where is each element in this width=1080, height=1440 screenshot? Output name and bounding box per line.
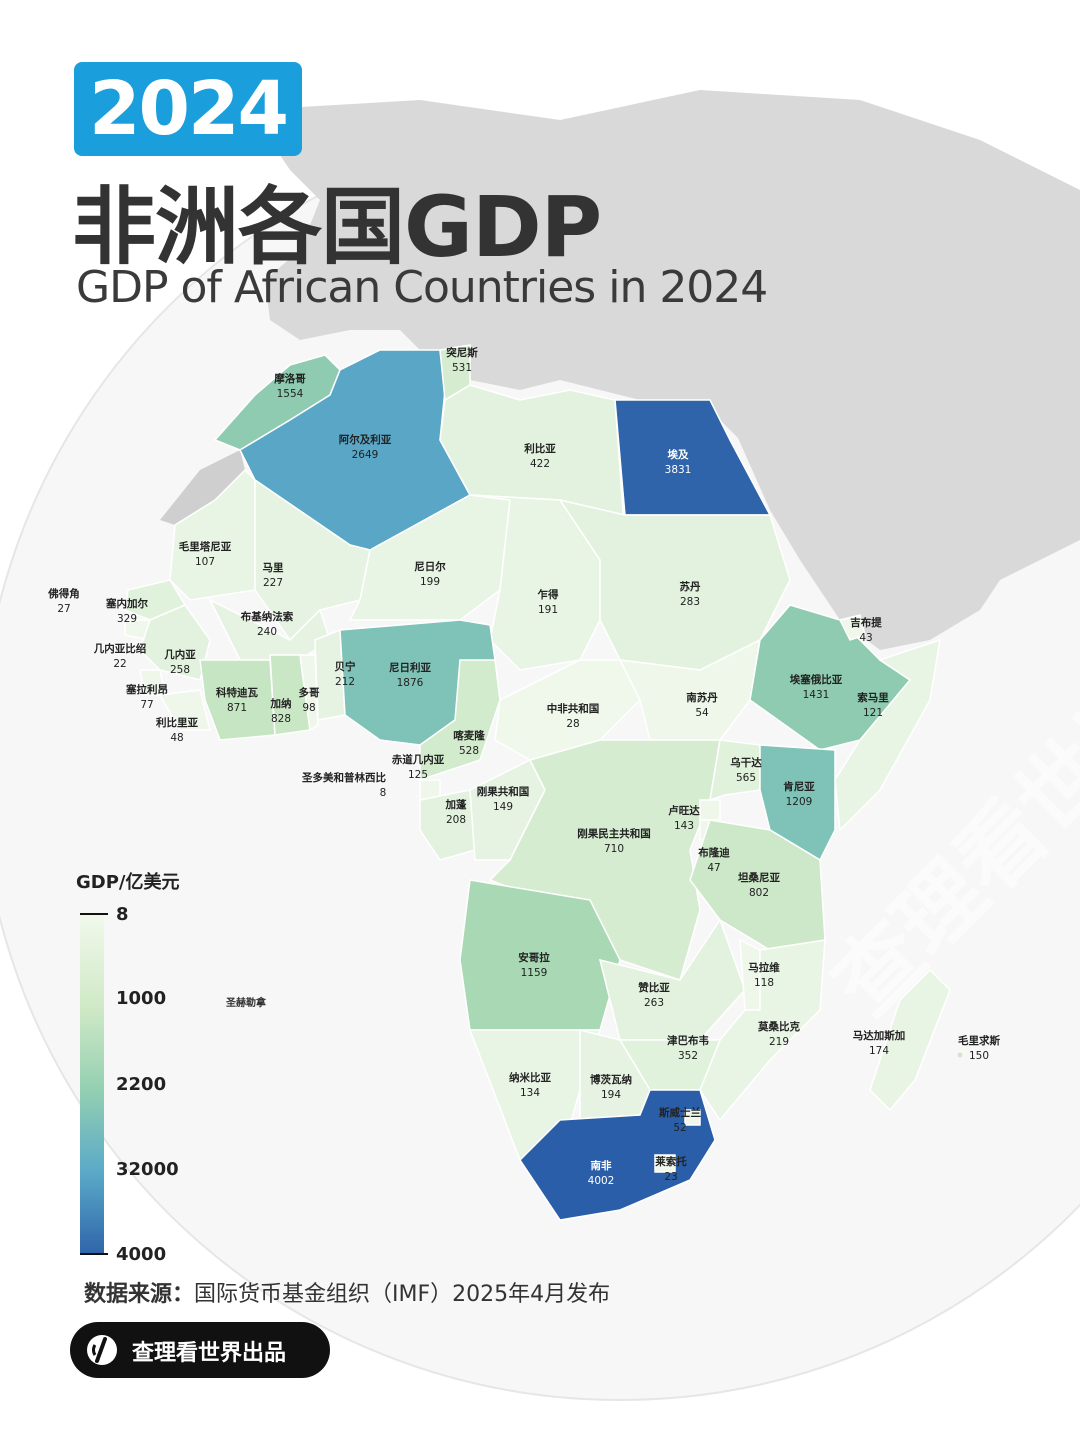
page-subtitle: GDP of African Countries in 2024	[76, 262, 768, 313]
shape-mauritius	[957, 1052, 963, 1058]
label-morocco: 摩洛哥 1554	[274, 373, 306, 400]
label-benin: 贝宁 212	[334, 661, 356, 688]
shape-uganda	[709, 739, 761, 802]
label-madagascar: 马达加斯加 174	[852, 1030, 906, 1057]
label-tanzania: 坦桑尼亚 802	[738, 872, 780, 899]
label-drc: 刚果民主共和国 710	[577, 828, 651, 855]
shape-djibouti	[838, 614, 866, 641]
label-saint-helena: 圣赫勒拿	[226, 998, 266, 1009]
data-source: 数据来源：国际货币基金组织（IMF）2025年4月发布	[84, 1276, 610, 1308]
arabia-land	[730, 420, 1000, 650]
shape-libya	[439, 384, 626, 542]
label-burundi: 布隆迪 47	[698, 847, 730, 874]
label-egypt: 埃及 3831	[664, 449, 692, 476]
label-cote-divoire: 科特迪瓦 871	[216, 687, 258, 714]
label-algeria: 阿尔及利亚 2649	[338, 434, 392, 461]
label-rwanda: 卢旺达 143	[668, 805, 700, 832]
shape-lesotho	[654, 1154, 676, 1173]
label-guinea-bissau: 几内亚比绍 22	[93, 643, 147, 670]
western-sahara-land	[160, 450, 245, 525]
legend-tick-label: 2200	[116, 1074, 167, 1095]
label-sudan: 苏丹 283	[679, 581, 701, 608]
label-botswana: 博茨瓦纳 194	[590, 1074, 632, 1101]
label-somalia: 索马里 121	[857, 692, 889, 719]
brand-logo-icon	[87, 1335, 117, 1365]
label-zimbabwe: 津巴布韦 352	[667, 1035, 709, 1062]
label-niger: 尼日尔 199	[414, 561, 446, 588]
shape-liberia	[158, 689, 211, 731]
label-gabon: 加蓬 208	[445, 799, 467, 826]
label-congo: 刚果共和国 149	[476, 786, 530, 813]
label-libya: 利比亚 422	[524, 443, 556, 470]
label-tunisia: 突尼斯 531	[446, 347, 478, 374]
label-chad: 乍得 191	[537, 589, 559, 616]
label-cape-verde: 佛得角 27	[48, 588, 80, 615]
shape-togo	[299, 654, 319, 732]
year-text: 2024	[89, 66, 289, 152]
legend-tick-label: 4000	[116, 1244, 167, 1265]
source-label: 数据来源：	[84, 1282, 195, 1307]
label-ethiopia: 埃塞俄比亚 1431	[789, 674, 843, 701]
shape-car	[494, 659, 641, 761]
shape-south-africa	[519, 1089, 716, 1221]
label-guinea: 几内亚 258	[164, 649, 196, 676]
shape-mozambique	[699, 939, 826, 1122]
label-namibia: 纳米比亚 134	[509, 1072, 551, 1099]
year-badge: 2024	[74, 62, 302, 156]
source-text: 国际货币基金组织（IMF）2025年4月发布	[194, 1282, 611, 1307]
label-kenya: 肯尼亚 1209	[783, 781, 815, 808]
label-zambia: 赞比亚 263	[638, 982, 670, 1009]
label-eswatini: 斯威士兰 52	[659, 1107, 701, 1134]
label-senegal: 塞内加尔 329	[106, 598, 148, 625]
shape-cameroon	[419, 659, 501, 782]
label-sao-tome: 圣多美和普林西比 8	[302, 772, 387, 799]
shape-eswatini	[684, 1109, 701, 1126]
page-title: 非洲各国GDP	[72, 178, 602, 276]
legend-tick	[80, 1253, 108, 1255]
label-djibouti: 吉布提 43	[850, 617, 882, 644]
brand-badge: 查理看世界出品	[70, 1322, 330, 1378]
legend-color-bar	[80, 913, 104, 1255]
shape-rwanda	[699, 799, 721, 821]
shape-gabon	[419, 789, 476, 861]
label-uganda: 乌干达 565	[730, 757, 762, 784]
shape-somalia	[834, 638, 941, 832]
label-cameroon: 喀麦隆 528	[453, 730, 485, 757]
label-mali: 马里 227	[262, 562, 284, 589]
label-togo: 多哥 98	[298, 687, 320, 714]
brand-text: 查理看世界出品	[132, 1341, 287, 1366]
shape-south-sudan	[618, 638, 761, 741]
label-south-sudan: 南苏丹 54	[686, 692, 718, 719]
legend-tick	[80, 913, 108, 915]
shape-guinea	[139, 604, 211, 681]
shape-madagascar	[869, 968, 951, 1112]
legend-title: GDP/亿美元	[76, 872, 180, 893]
label-eq-guinea: 赤道几内亚 125	[391, 754, 445, 781]
legend-tick-label: 32000	[116, 1159, 179, 1180]
label-south-africa: 南非 4002	[587, 1160, 615, 1187]
label-sierra-leone: 塞拉利昂 77	[126, 684, 168, 711]
label-lesotho: 莱索托 23	[655, 1156, 687, 1183]
shape-drc	[488, 739, 721, 981]
label-ghana: 加纳 828	[270, 698, 292, 725]
label-nigeria: 尼日利亚 1876	[389, 662, 431, 689]
label-burkina: 布基纳法索 240	[240, 611, 294, 638]
label-malawi: 马拉维 118	[748, 962, 780, 989]
shape-egypt	[614, 399, 772, 516]
shape-mali	[254, 478, 371, 642]
legend-tick-label: 8	[116, 904, 129, 925]
legend-tick-label: 1000	[116, 988, 167, 1009]
label-liberia: 利比里亚 48	[156, 717, 198, 744]
label-mauritania: 毛里塔尼亚 107	[178, 541, 232, 568]
label-mauritius: 毛里求斯 150	[958, 1035, 1000, 1062]
label-mozambique: 莫桑比克 219	[758, 1021, 800, 1048]
label-angola: 安哥拉 1159	[518, 952, 550, 979]
country-shapes	[124, 344, 951, 1221]
label-car: 中非共和国 28	[546, 703, 600, 730]
